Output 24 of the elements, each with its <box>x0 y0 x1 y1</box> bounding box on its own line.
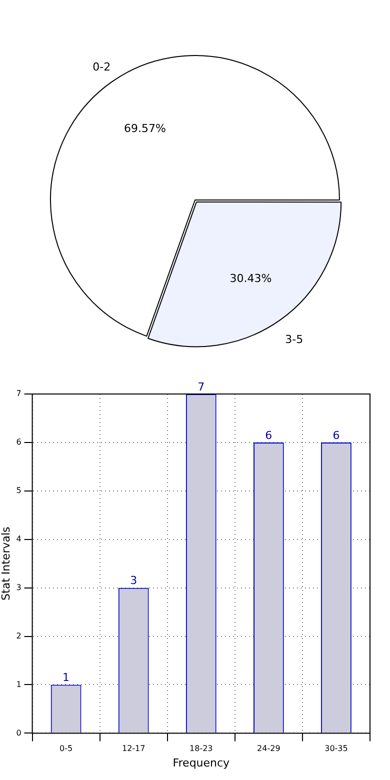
y-tick-label: 4 <box>16 534 22 544</box>
y-tick-label: 0 <box>16 728 22 738</box>
data-label: 3 <box>130 574 138 588</box>
x-tick-label: 0-5 <box>60 744 73 754</box>
y-tick-label: 7 <box>16 389 22 398</box>
data-label: 7 <box>198 380 205 394</box>
x-tick-label: 24-29 <box>257 744 280 754</box>
x-axis-title: Frequency <box>172 756 230 770</box>
y-tick-label: 1 <box>16 680 22 689</box>
data-label: 30.43% <box>230 272 272 285</box>
data-label: 1 <box>62 671 70 684</box>
y-tick-label: 5 <box>16 486 22 495</box>
data-label: 69.57% <box>124 122 166 136</box>
data-label: 6 <box>265 428 272 442</box>
x-tick-label: 12-17 <box>122 744 146 754</box>
y-tick-label: 6 <box>16 438 22 447</box>
x-tick-label: 18-23 <box>190 744 213 754</box>
y-tick-label: 3 <box>16 582 22 592</box>
data-label: 6 <box>332 428 340 442</box>
slice-label: 0-2 <box>92 60 111 74</box>
x-tick-label: 30-35 <box>324 744 348 754</box>
slice-label: 3-5 <box>285 333 304 346</box>
y-axis-title: Stat Intervals <box>0 526 12 600</box>
y-tick-label: 2 <box>16 631 22 640</box>
